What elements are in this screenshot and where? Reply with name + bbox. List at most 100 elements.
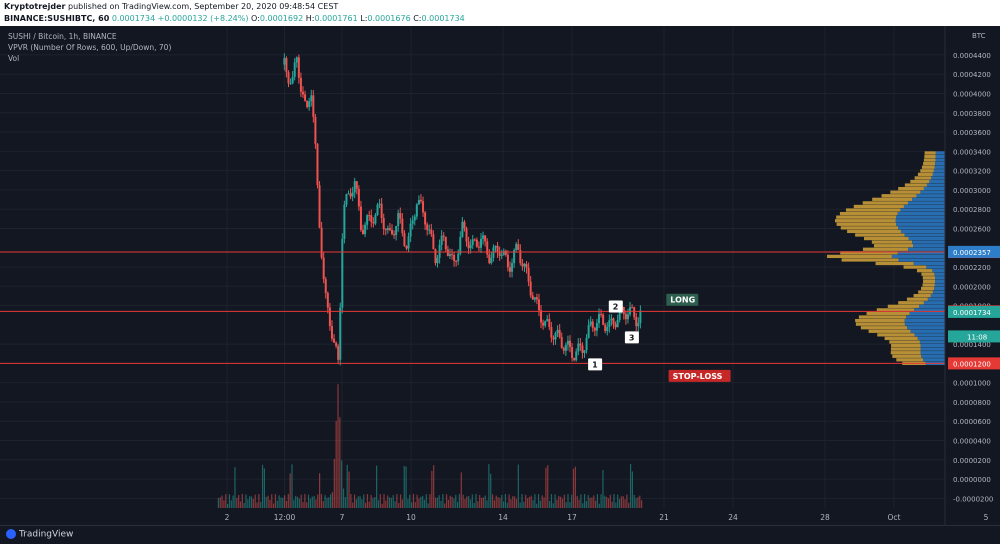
volume-bar — [357, 496, 359, 508]
vp-bar-down — [920, 347, 945, 351]
vp-bar-down — [923, 186, 945, 191]
vp-bar-up — [855, 318, 905, 323]
y-tick-label: 0.0003600 — [953, 129, 991, 137]
candle-body — [436, 257, 439, 264]
candle-body — [424, 212, 427, 225]
volume-bar — [580, 494, 582, 508]
volume-bar — [593, 495, 595, 508]
candle-body — [310, 95, 313, 102]
volume-bar — [468, 496, 470, 508]
volume-bar — [457, 501, 459, 508]
candle-body — [569, 340, 572, 348]
volume-bar — [407, 498, 409, 508]
last-price: 0.0001734 — [111, 14, 156, 23]
volume-bar — [227, 504, 229, 508]
price-tag — [948, 245, 1000, 258]
volume-bar — [526, 498, 529, 508]
y-tick-label: -0.0000200 — [953, 495, 993, 503]
vp-bar-up — [904, 183, 927, 187]
vp-bar-down — [904, 322, 945, 326]
volume-bar — [319, 473, 321, 508]
candle-body — [289, 83, 292, 85]
volume-bar — [295, 495, 297, 508]
volume-bar — [311, 496, 313, 508]
candle-body — [335, 342, 338, 347]
candle-body — [370, 215, 373, 222]
volume-bar — [613, 494, 615, 508]
symbol-name[interactable]: BINANCE:SUSHIBTC, 60 — [4, 14, 110, 23]
candle-body — [515, 244, 518, 250]
volume-bar — [637, 497, 639, 508]
volume-bar — [284, 495, 286, 508]
y-tick-label: 0.0001000 — [953, 380, 991, 388]
y-tick-label: 0.0000000 — [953, 476, 991, 484]
vp-bar-up — [875, 261, 914, 266]
volume-bar — [600, 494, 602, 508]
vp-bar-down — [932, 172, 945, 176]
candle-body — [589, 321, 592, 325]
volume-bar — [464, 498, 466, 508]
vp-bar-up — [892, 354, 922, 358]
vp-bar-up — [921, 165, 935, 169]
legend-pair[interactable]: SUSHI / Bitcoin, 1h, BINANCE — [8, 32, 117, 41]
candle-body — [405, 245, 408, 249]
volume-bar — [451, 496, 453, 508]
legend-vol[interactable]: Vol — [8, 54, 20, 63]
volume-bar — [252, 498, 254, 508]
candle-body — [614, 324, 617, 328]
candle-body — [320, 227, 323, 258]
price-chart[interactable]: 0.0004400 0.0004200 0.0004000 0.0003800 0.00… — [0, 26, 1000, 525]
x-tick-label: 2 — [225, 513, 230, 522]
candle-body — [364, 224, 367, 235]
candle-body — [475, 239, 478, 247]
candle-body — [581, 345, 584, 353]
candle-body — [496, 245, 499, 253]
vp-bar-up — [924, 154, 936, 159]
tradingview-logo[interactable]: TradingView — [6, 529, 73, 540]
candle-body — [411, 220, 414, 224]
volume-bar — [379, 494, 381, 508]
volume-bar — [278, 495, 280, 508]
volume-bar — [503, 501, 505, 508]
candle-body — [308, 101, 311, 108]
volume-bar — [469, 499, 472, 508]
legend-vpvr[interactable]: VPVR (Number Of Rows, 600, Up/Down, 70) — [8, 43, 172, 52]
vp-bar-down — [935, 154, 945, 159]
volume-bar — [241, 494, 243, 508]
volume-bar — [315, 499, 317, 508]
vp-bar-down — [923, 301, 945, 305]
vp-bar-down — [931, 176, 945, 180]
author-name[interactable]: Kryptotrejder — [4, 2, 66, 11]
vp-bar-up — [890, 190, 921, 194]
volume-bar — [261, 464, 264, 508]
candle-body — [463, 221, 466, 229]
candle-body — [575, 351, 578, 361]
volume-bar — [293, 499, 295, 508]
vp-bar-up — [918, 290, 933, 294]
volume-bar — [385, 500, 387, 508]
vp-bar-down — [935, 162, 945, 166]
candle-body — [448, 254, 451, 257]
volume-bar — [501, 494, 503, 508]
volume-bar — [260, 501, 262, 508]
volume-bar — [607, 498, 610, 508]
low-value: 0.0001676 — [367, 14, 411, 23]
volume-bar — [306, 502, 308, 508]
volume-bar — [411, 502, 413, 508]
vp-bar-up — [840, 251, 898, 255]
candle-body — [451, 254, 454, 256]
vp-bar-up — [855, 322, 905, 326]
volume-bar — [388, 497, 391, 508]
volume-bar — [423, 499, 426, 508]
candle-body — [577, 343, 580, 352]
vp-bar-up — [896, 358, 924, 362]
candle-body — [511, 263, 514, 272]
volume-bar — [471, 494, 473, 508]
y-tick-label: 0.0003200 — [953, 168, 991, 176]
vp-bar-down — [921, 354, 945, 358]
volume-bar — [534, 494, 536, 508]
candle-body — [362, 229, 365, 235]
symbol-info: BINANCE:SUSHIBTC, 60 0.0001734 +0.000013… — [4, 14, 465, 23]
volume-bar — [355, 499, 357, 508]
volume-bar — [565, 502, 567, 508]
